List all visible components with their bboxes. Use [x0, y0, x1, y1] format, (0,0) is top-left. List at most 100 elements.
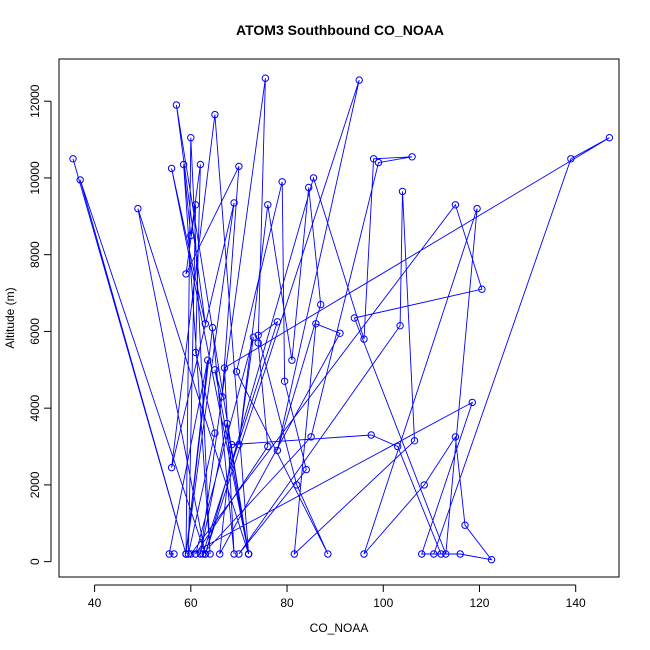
x-tick-label: 40 — [88, 596, 102, 610]
data-point — [410, 437, 419, 445]
data-point — [309, 174, 318, 182]
data-point — [468, 398, 476, 407]
data-point — [420, 481, 428, 489]
series-line — [72, 78, 610, 561]
data-point — [235, 162, 243, 171]
data-point — [230, 550, 238, 558]
data-point — [69, 155, 77, 163]
data-point — [396, 322, 404, 330]
data-point — [442, 550, 450, 558]
data-point — [167, 164, 176, 173]
data-point — [461, 521, 469, 529]
chart-title: ATOM3 Southbound CO_NOAA — [236, 22, 444, 38]
data-point — [478, 285, 486, 293]
data-point — [605, 134, 614, 142]
data-point — [273, 318, 282, 326]
data-point — [165, 550, 173, 558]
data-point — [312, 320, 320, 328]
data-point — [211, 110, 219, 119]
data-point — [290, 550, 298, 558]
data-point — [254, 339, 262, 347]
data-point — [360, 550, 368, 558]
data-point — [179, 160, 188, 169]
data-point — [76, 176, 84, 184]
data-point — [451, 433, 460, 441]
x-axis: 40 60 80 100 120 140 — [88, 584, 586, 610]
data-point — [211, 366, 219, 374]
y-tick-label: 8000 — [28, 241, 42, 268]
data-point — [293, 481, 301, 489]
data-point — [230, 199, 238, 207]
data-point — [456, 550, 464, 558]
data-point — [394, 442, 402, 451]
data-point — [216, 550, 224, 558]
data-point — [182, 550, 190, 558]
data-point — [187, 231, 195, 240]
data-point — [451, 201, 460, 209]
data-point — [191, 201, 200, 209]
data-point — [201, 320, 210, 328]
data-point — [201, 550, 210, 558]
data-point — [223, 419, 231, 428]
data-point — [374, 158, 383, 167]
x-tick-label: 60 — [184, 596, 198, 610]
data-point — [199, 550, 207, 558]
y-axis: 0 2000 4000 6000 8000 10000 12000 — [28, 84, 52, 565]
data-point — [261, 74, 270, 82]
data-point — [196, 550, 205, 558]
y-tick-label: 12000 — [28, 84, 42, 118]
data-point — [305, 183, 313, 192]
data-point — [280, 377, 289, 385]
data-point — [196, 160, 205, 169]
data-point — [288, 356, 296, 364]
data-point — [302, 465, 310, 474]
data-point — [567, 155, 575, 163]
data-point — [170, 550, 178, 558]
data-point — [264, 201, 272, 209]
data-point — [220, 364, 229, 372]
data-point — [191, 550, 200, 558]
data-point — [278, 178, 286, 186]
data-point — [249, 333, 258, 341]
data-point — [369, 155, 378, 163]
data-point — [167, 463, 176, 472]
data-point — [336, 329, 344, 337]
y-tick-label: 10000 — [28, 161, 42, 195]
data-point — [211, 429, 219, 437]
data-point — [244, 550, 253, 558]
data-point — [367, 431, 375, 439]
plot-frame — [58, 58, 620, 578]
data-point — [473, 204, 481, 213]
data-point — [204, 356, 212, 364]
data-point — [350, 314, 359, 322]
data-point — [307, 433, 315, 441]
y-tick-label: 0 — [28, 558, 42, 565]
data-point — [437, 550, 445, 558]
data-point — [218, 393, 226, 401]
x-tick-label: 80 — [280, 596, 294, 610]
data-point — [430, 550, 438, 558]
data-point — [182, 270, 190, 278]
data-point — [232, 368, 241, 376]
x-tick-label: 100 — [373, 596, 393, 610]
y-tick-label: 2000 — [28, 471, 42, 498]
data-point — [254, 331, 262, 339]
data-point — [355, 76, 363, 84]
data-point — [187, 134, 195, 142]
y-axis-label: Altitude (m) — [3, 287, 17, 348]
data-point — [187, 550, 195, 558]
y-tick-label: 6000 — [28, 318, 42, 345]
data-point — [206, 550, 214, 558]
x-tick-label: 140 — [566, 596, 586, 610]
series-layer — [69, 74, 614, 564]
x-tick-label: 120 — [469, 596, 489, 610]
data-point — [235, 440, 243, 449]
data-point — [208, 323, 217, 332]
data-point — [324, 550, 332, 558]
data-point — [172, 101, 181, 109]
data-point — [228, 440, 236, 449]
y-tick-label: 4000 — [28, 395, 42, 422]
data-point — [134, 204, 142, 213]
data-point — [487, 556, 496, 564]
